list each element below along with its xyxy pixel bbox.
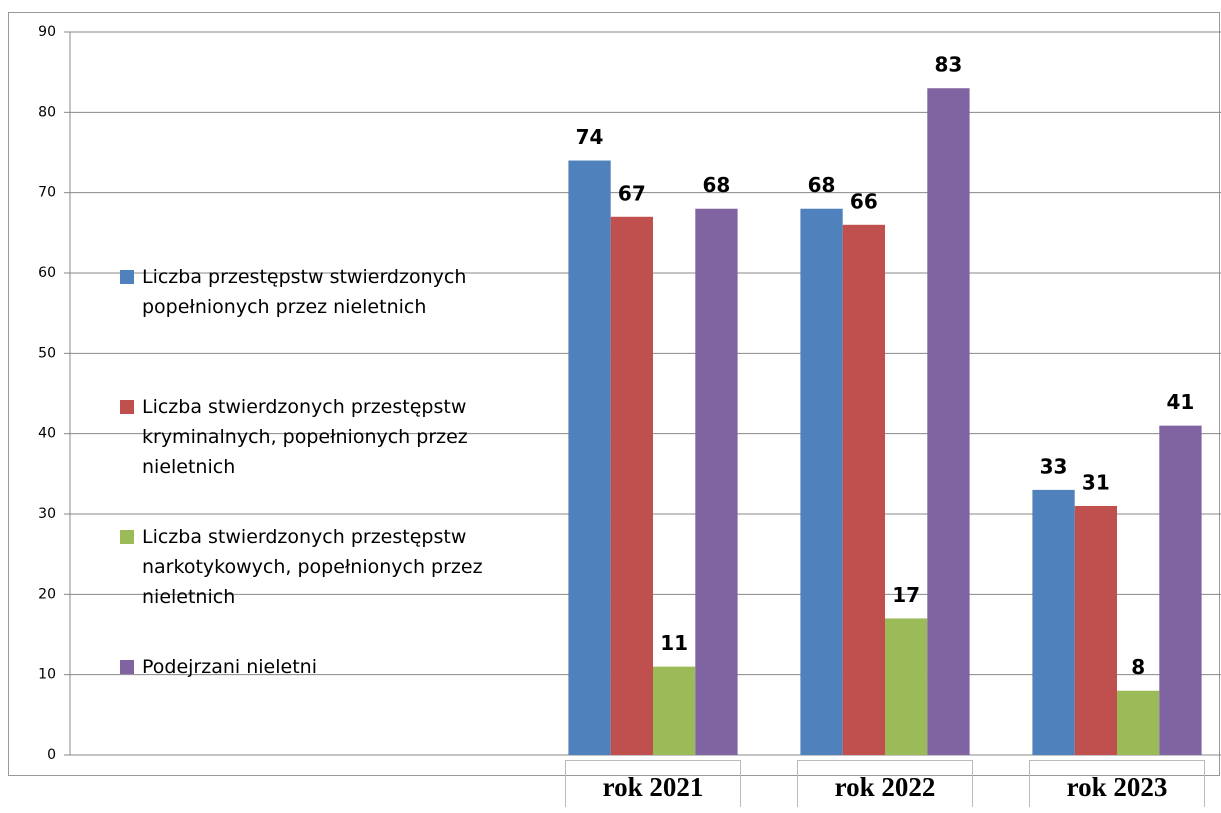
y-tick-label: 30 [38,506,56,522]
bar [1159,425,1202,755]
y-tick-label: 70 [38,185,56,201]
legend-swatch [120,270,134,284]
chart-border [8,12,1220,776]
legend-label: Liczba stwierdzonych przestępstw narkoty… [142,526,483,608]
value-label: 66 [850,189,878,213]
legend-label: Podejrzani nieletni [142,656,317,678]
legend-item: Liczba stwierdzonych przestępstw krymina… [120,392,505,512]
value-label: 83 [935,53,963,77]
bar [568,160,611,756]
y-tick-label: 50 [38,345,56,361]
value-label: 68 [808,173,836,197]
value-label: 67 [618,181,646,205]
bar [695,208,738,755]
bar [885,618,928,755]
value-label: 31 [1082,470,1110,494]
bar [927,88,970,755]
y-tick-label: 0 [47,747,56,763]
bar [610,216,653,755]
y-tick-label: 90 [38,24,56,40]
legend: Liczba przestępstw stwierdzonych popełni… [120,262,505,692]
y-tick-label: 20 [38,586,56,602]
bar [653,666,696,755]
legend-swatch [120,660,134,674]
x-tick-label: rok 2022 [797,760,973,807]
value-label: 11 [660,631,688,655]
legend-label: Liczba przestępstw stwierdzonych popełni… [142,266,467,318]
value-label: 74 [576,125,604,149]
y-tick-label: 60 [38,265,56,281]
y-tick-label: 40 [38,426,56,442]
value-label: 33 [1040,454,1068,478]
y-tick-label: 80 [38,104,56,120]
y-tick-label: 10 [38,667,56,683]
bar [1032,489,1075,755]
legend-swatch [120,530,134,544]
bar [800,208,843,755]
legend-item: Liczba stwierdzonych przestępstw narkoty… [120,522,505,642]
legend-item: Podejrzani nieletni [120,652,505,682]
bar [1074,505,1117,755]
value-label: 8 [1131,655,1145,679]
x-tick-label: rok 2021 [565,760,741,807]
legend-swatch [120,400,134,414]
value-label: 17 [892,583,920,607]
bar [1117,690,1160,755]
bar [842,224,885,756]
value-label: 41 [1167,390,1195,414]
legend-label: Liczba stwierdzonych przestępstw krymina… [142,396,468,478]
x-tick-label: rok 2023 [1029,760,1205,807]
legend-item: Liczba przestępstw stwierdzonych popełni… [120,262,505,382]
value-label: 68 [703,173,731,197]
